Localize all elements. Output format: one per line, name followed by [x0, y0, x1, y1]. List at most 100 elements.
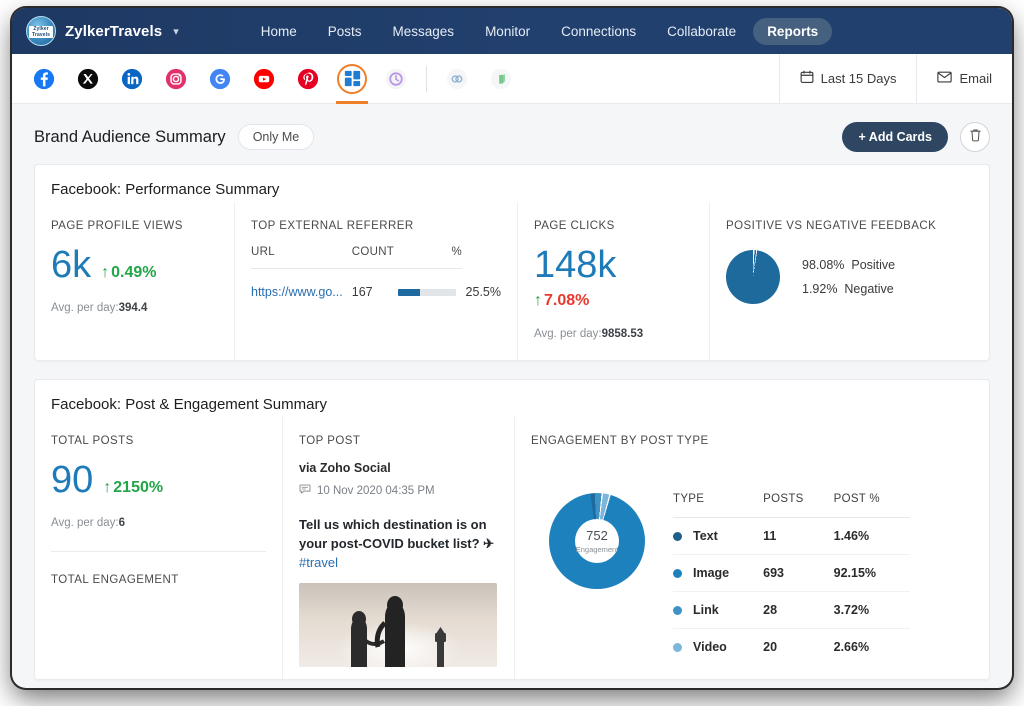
referrer-col-count: COUNT — [351, 246, 399, 269]
type-name-cell: Video — [673, 629, 763, 666]
nav-item-messages[interactable]: Messages — [392, 23, 455, 39]
metric-value: 148k — [534, 244, 617, 286]
nav-item-collaborate[interactable]: Collaborate — [667, 23, 737, 39]
channel-zoho-desk[interactable] — [479, 54, 523, 104]
zylker-travels-logo: Zylker Travels — [26, 16, 56, 46]
channel-pinterest[interactable] — [286, 54, 330, 104]
metric-delta: ↑ 7.08% — [534, 292, 590, 309]
legend-dot — [673, 642, 682, 652]
channel-instagram[interactable] — [154, 54, 198, 104]
top-post-hashtag[interactable]: #travel — [299, 554, 339, 570]
channel-youtube[interactable] — [242, 54, 286, 104]
youtube-channel-icon — [253, 68, 275, 90]
channel-clock[interactable] — [374, 54, 418, 104]
facebook-channel-icon — [33, 68, 55, 90]
clock-channel-icon — [385, 68, 407, 90]
donut-center-label: Engagement — [575, 544, 619, 554]
metric-page-profile-views: Page Profile Views 6k ↑ 0.49% Avg. per da… — [35, 202, 235, 360]
linkedin-channel-icon — [121, 68, 143, 90]
nav-item-connections[interactable]: Connections — [561, 23, 637, 39]
referrer-count: 167 — [351, 285, 373, 299]
performance-metrics-row: Page Profile Views 6k ↑ 0.49% Avg. per da… — [35, 202, 989, 360]
comment-icon — [299, 483, 311, 498]
card-performance-summary: Facebook: Performance Summary Page Profi… — [34, 164, 990, 361]
pinterest-channel-icon — [297, 68, 319, 90]
legend-item-negative: 1.92% Negative — [802, 282, 894, 296]
card-title-engagement: Facebook: Post & Engagement Summary — [51, 396, 327, 413]
metric-delta: ↑ 0.49% — [101, 264, 157, 281]
top-post-meta: 10 Nov 2020 04:35 PM — [299, 483, 498, 498]
donut-center-value: 752 — [586, 527, 608, 543]
type-pct-cell: 92.15% — [833, 554, 910, 592]
top-post-image[interactable] — [299, 582, 497, 667]
type-name-cell: Image — [673, 554, 764, 592]
donut-center: 752 Engagement — [575, 519, 619, 563]
nav-item-reports[interactable]: Reports — [753, 17, 833, 45]
metric-positive-vs-negative-feedback: Positive vs Negative Feedback 98.08% Pos… — [710, 202, 989, 360]
channel-linkedin[interactable] — [110, 54, 154, 104]
delete-dashboard-button[interactable] — [960, 122, 990, 152]
brand-switcher[interactable]: Zylker Travels ZylkerTravels ▾ — [26, 16, 179, 46]
nav-item-home[interactable]: Home — [260, 23, 297, 39]
visibility-badge[interactable]: Only Me — [237, 124, 315, 150]
channel-facebook[interactable] — [22, 54, 66, 104]
metric-label-total-engagement: Total Engagement — [51, 574, 179, 586]
email-report-button[interactable]: Email — [916, 53, 1012, 104]
engagement-donut-chart: 752 Engagement — [549, 493, 645, 589]
section-divider — [51, 551, 266, 552]
main-nav-links: Home Posts Messages Monitor Connections … — [247, 17, 833, 45]
zoho-desk-icon — [490, 68, 512, 90]
top-post-text: Tell us which destination is on your pos… — [299, 517, 495, 570]
feedback-legend: 98.08% Positive 1.92% Negative — [802, 258, 895, 296]
type-col-posts: POSTS — [763, 493, 834, 518]
page-header: Brand Audience Summary Only Me + Add Car… — [12, 104, 1012, 164]
metric-delta: ↑ 2150% — [103, 479, 164, 496]
channel-link-tracker[interactable] — [435, 54, 479, 104]
metric-label: Engagement by Post Type — [531, 435, 709, 447]
email-label: Email — [959, 71, 992, 86]
referrer-pct: 25.5% — [465, 284, 501, 299]
calendar-icon — [800, 70, 814, 87]
top-post-source: via Zoho Social — [299, 461, 391, 475]
legend-dot — [673, 531, 682, 541]
dashboard-channel-icon — [337, 63, 367, 94]
table-row: Text 11 1.46% — [673, 517, 910, 555]
page-header-actions: + Add Cards — [842, 122, 990, 152]
metric-label: Top Post — [299, 435, 361, 447]
type-pct-cell: 2.66% — [833, 640, 870, 654]
nav-item-posts[interactable]: Posts — [327, 23, 362, 39]
metric-value: 6k — [51, 244, 92, 286]
type-posts-cell: 28 — [763, 591, 834, 629]
channel-dashboard[interactable] — [330, 54, 374, 104]
chevron-down-icon[interactable]: ▾ — [173, 25, 179, 38]
channel-google-business[interactable] — [198, 54, 242, 104]
referrer-table: URL COUNT % https://www.go... 167 25.5% — [251, 246, 501, 299]
metric-label: Page Clicks — [534, 220, 615, 232]
top-post-date: 10 Nov 2020 04:35 PM — [317, 484, 435, 497]
metric-engagement-by-post-type: Engagement by Post Type 752 Engagement — [515, 417, 989, 679]
metric-average: Avg. per day:394.4 — [51, 302, 148, 314]
date-range-selector[interactable]: Last 15 Days — [778, 53, 917, 104]
metric-label: Total Posts — [51, 435, 134, 447]
referrer-col-url: URL — [251, 246, 352, 269]
feedback-pie-chart — [726, 250, 780, 304]
legend-item-positive: 98.08% Positive — [802, 258, 896, 272]
nav-item-monitor[interactable]: Monitor — [485, 23, 531, 39]
card-post-engagement-summary: Facebook: Post & Engagement Summary Tota… — [34, 379, 990, 680]
metric-top-external-referrer: Top External Referrer URL COUNT % https:… — [235, 202, 518, 360]
type-posts-cell: 20 — [763, 640, 778, 654]
referrer-url-link[interactable]: https://www.go... — [251, 285, 343, 299]
referrer-col-pct: % — [398, 246, 463, 269]
date-range-label: Last 15 Days — [820, 71, 897, 86]
link-tracker-icon — [446, 68, 468, 90]
metric-top-post: Top Post via Zoho Social 10 Nov 2020 04:… — [283, 417, 515, 679]
add-cards-button[interactable]: + Add Cards — [842, 122, 948, 152]
metric-value: 90 — [51, 459, 94, 501]
channel-x-twitter[interactable] — [66, 54, 110, 104]
referrer-bar — [398, 269, 462, 300]
metric-total-posts: Total Posts 90 ↑ 2150% Avg. per day:6 Tot… — [35, 417, 283, 679]
card-title-performance: Facebook: Performance Summary — [51, 181, 280, 198]
metric-label: Top External Referrer — [251, 220, 414, 232]
type-col-type: TYPE — [673, 493, 764, 518]
